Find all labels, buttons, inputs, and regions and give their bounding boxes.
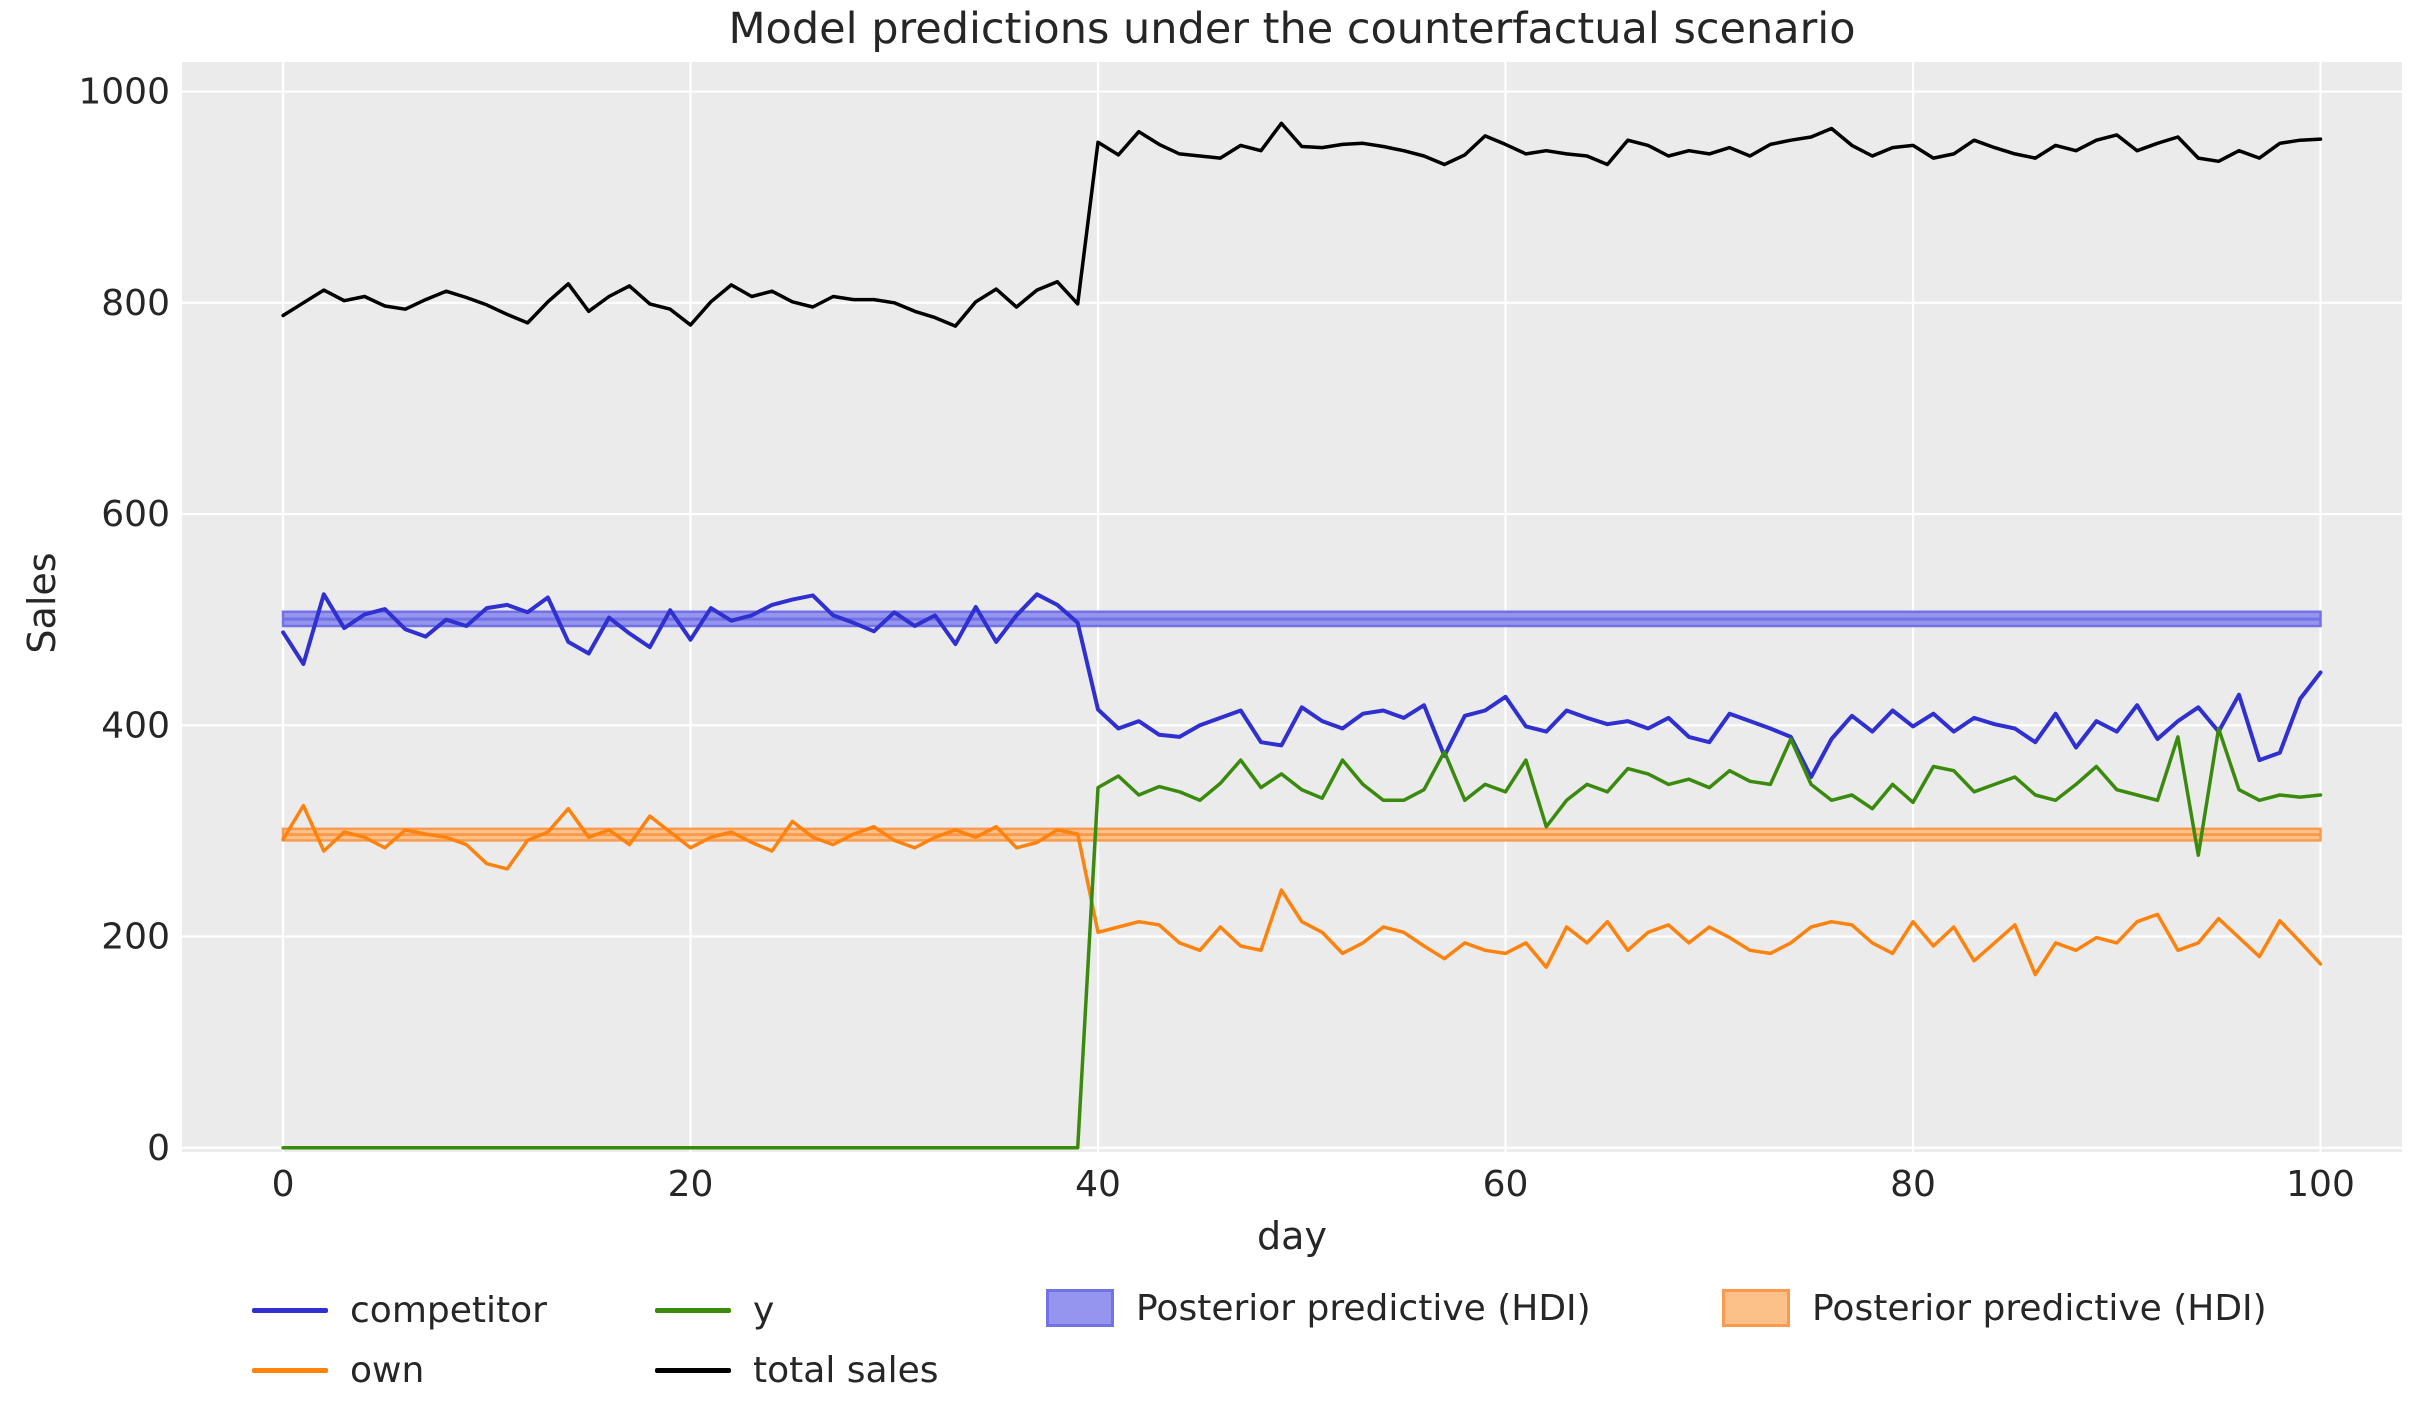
legend-item-competitor: competitor	[252, 1288, 547, 1332]
legend-item-hdi-competitor: Posterior predictive (HDI)	[1046, 1286, 1591, 1330]
svg-text:0: 0	[272, 1164, 295, 1205]
x-axis-label: day	[1257, 1214, 1327, 1258]
svg-text:1000: 1000	[78, 72, 170, 113]
hdi-blue-patch-swatch	[1046, 1289, 1114, 1327]
svg-text:60: 60	[1483, 1164, 1529, 1205]
svg-text:200: 200	[101, 917, 170, 958]
chart-title: Model predictions under the counterfactu…	[728, 4, 1856, 54]
hdi-orange-patch-swatch	[1722, 1289, 1790, 1327]
svg-text:20: 20	[668, 1164, 714, 1205]
svg-text:800: 800	[101, 283, 170, 324]
legend-label: Posterior predictive (HDI)	[1136, 1287, 1591, 1329]
own-line-swatch	[252, 1367, 328, 1373]
legend-label: competitor	[350, 1289, 547, 1331]
competitor-line-swatch	[252, 1307, 328, 1313]
legend-item-hdi-own: Posterior predictive (HDI)	[1722, 1286, 2267, 1330]
svg-text:600: 600	[101, 494, 170, 535]
legend-item-total-sales: total sales	[655, 1348, 938, 1392]
legend-item-y: y	[655, 1288, 774, 1332]
y-axis-label: Sales	[20, 552, 64, 654]
legend-item-own: own	[252, 1348, 424, 1392]
legend-label: own	[350, 1349, 425, 1391]
svg-text:40: 40	[1075, 1164, 1121, 1205]
legend-label: y	[753, 1289, 775, 1331]
legend-label: total sales	[753, 1349, 939, 1391]
total-sales-line-swatch	[655, 1367, 731, 1373]
legend-label: Posterior predictive (HDI)	[1812, 1287, 2267, 1329]
svg-text:80: 80	[1890, 1164, 1936, 1205]
svg-text:0: 0	[147, 1128, 170, 1169]
svg-text:400: 400	[101, 705, 170, 746]
y-line-swatch	[655, 1307, 731, 1313]
svg-text:100: 100	[2286, 1164, 2355, 1205]
